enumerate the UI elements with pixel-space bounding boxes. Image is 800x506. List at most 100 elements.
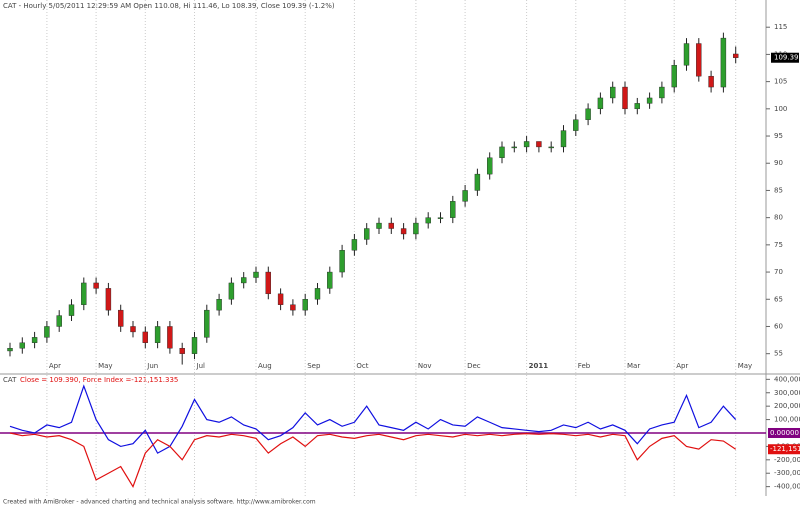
candle-body xyxy=(142,331,149,343)
candle-body xyxy=(585,108,591,120)
x-tick-label: Apr xyxy=(676,362,688,370)
candle-body xyxy=(462,190,468,202)
candle-body xyxy=(536,141,542,148)
y-tick-label: 70 xyxy=(774,268,783,276)
zero-box xyxy=(768,427,800,438)
y-tick-label: 100,000 xyxy=(774,416,800,424)
candle-body xyxy=(302,299,308,311)
candle-body xyxy=(56,315,62,327)
candle-body xyxy=(81,282,87,305)
x-tick-label: Mar xyxy=(627,362,640,370)
candle-body xyxy=(708,75,714,88)
x-tick-label: Jul xyxy=(196,362,206,370)
candle-body xyxy=(376,222,382,229)
series-line xyxy=(9,384,737,454)
y-tick-label: 85 xyxy=(774,186,783,194)
last-value-label: -121,151 xyxy=(770,445,800,453)
candle-body xyxy=(523,141,530,148)
x-tick-label: Oct xyxy=(356,362,368,370)
y-tick-label: 55 xyxy=(774,350,783,358)
chart-title: CAT - Hourly 5/05/2011 12:29:59 AM Open … xyxy=(3,2,335,10)
candle-body xyxy=(7,348,13,352)
candle-body xyxy=(548,146,554,149)
candle-body xyxy=(314,288,321,300)
candle-body xyxy=(167,326,173,349)
candle-body xyxy=(154,326,161,343)
candle-body xyxy=(216,299,222,311)
candle-body xyxy=(130,326,136,333)
candle-body xyxy=(44,326,50,338)
candle-body xyxy=(560,130,567,148)
y-tick-label: -300,000 xyxy=(774,469,800,477)
y-tick-label: -200,000 xyxy=(774,456,800,464)
y-tick-label: 95 xyxy=(774,132,783,140)
candle-body xyxy=(351,239,358,251)
series-line xyxy=(9,432,737,489)
x-tick-label: Sep xyxy=(307,362,321,370)
panel-prefix: CAT xyxy=(3,376,17,384)
y-tick-label: 200,000 xyxy=(774,402,800,410)
candle-body xyxy=(240,277,247,284)
candle-body xyxy=(413,222,419,235)
last-price-label: 109.39 xyxy=(774,54,799,62)
candle-body xyxy=(487,157,493,175)
y-tick-label: 400,000 xyxy=(774,375,800,383)
y-tick-label: 80 xyxy=(774,214,783,222)
x-tick-label: Apr xyxy=(49,362,61,370)
x-tick-label: Nov xyxy=(418,362,432,370)
candle-body xyxy=(19,342,25,349)
last-value-box xyxy=(768,444,800,455)
candle-body xyxy=(228,282,235,300)
candle-body xyxy=(450,201,456,218)
candle-body xyxy=(659,86,665,99)
x-tick-label: Feb xyxy=(578,362,591,370)
x-tick-label: Jun xyxy=(146,362,158,370)
candle-body xyxy=(474,173,481,191)
y-tick-label: 90 xyxy=(774,159,783,167)
y-tick-label: 105 xyxy=(774,78,787,86)
x-tick-label: May xyxy=(738,362,752,370)
candle-body xyxy=(499,146,505,158)
y-tick-label: 65 xyxy=(774,295,783,303)
candle-body xyxy=(646,97,653,104)
candle-body xyxy=(327,271,333,289)
candle-body xyxy=(622,86,628,110)
candle-body xyxy=(573,119,579,131)
x-tick-label: May xyxy=(98,362,112,370)
candle-body xyxy=(597,97,604,110)
candle-body xyxy=(634,103,640,110)
candle-body xyxy=(720,37,727,88)
candle-body xyxy=(364,228,370,240)
candle-body xyxy=(290,304,296,311)
candle-body xyxy=(425,217,431,224)
x-tick-label: 2011 xyxy=(529,362,549,370)
y-tick-label: 60 xyxy=(774,322,783,330)
last-price-box xyxy=(771,52,799,63)
candle-body xyxy=(696,43,702,77)
candle-body xyxy=(388,222,394,229)
candle-body xyxy=(265,271,271,295)
candle-body xyxy=(437,217,444,219)
candle-body xyxy=(671,65,677,88)
footer: Created with AmiBroker - advanced charti… xyxy=(3,499,316,506)
candle-body xyxy=(105,288,112,311)
candle-body xyxy=(683,43,690,66)
candle-body xyxy=(93,282,99,289)
candle-body xyxy=(31,337,38,343)
candle-body xyxy=(400,228,407,235)
candle-body xyxy=(339,250,345,273)
candle-body xyxy=(204,309,210,338)
y-tick-label: -400,000 xyxy=(774,483,800,491)
candle-body xyxy=(191,337,198,354)
candle-body xyxy=(277,293,284,305)
y-tick-label: 75 xyxy=(774,241,783,249)
zero-label: 0.00000 xyxy=(770,429,799,437)
candle-body xyxy=(610,86,616,99)
candle-body xyxy=(253,271,259,278)
x-tick-label: Dec xyxy=(467,362,481,370)
y-tick-label: 115 xyxy=(774,23,787,31)
panel-title: Close = 109.390, Force Index =-121,151.3… xyxy=(20,376,178,384)
candle-body xyxy=(511,146,517,149)
